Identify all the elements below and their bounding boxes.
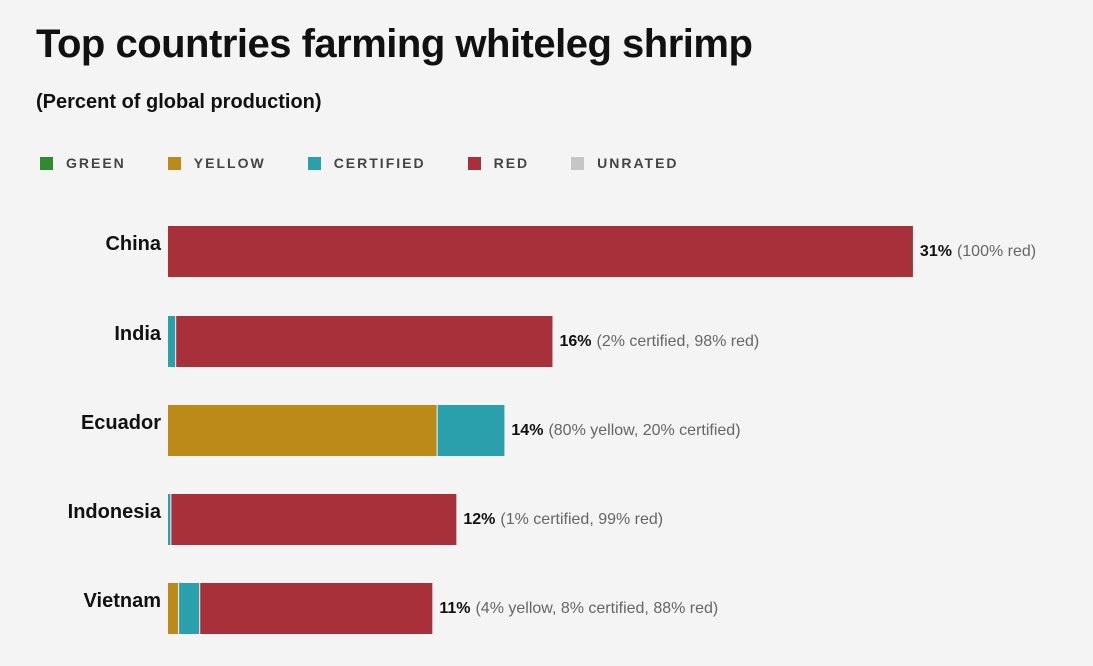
category-label-ecuador: Ecuador	[81, 412, 161, 434]
legend-label-yellow: YELLOW	[193, 155, 266, 171]
bar-segment-ecuador-certified	[437, 405, 505, 456]
detail-label-indonesia: (1% certified, 99% red)	[500, 511, 663, 528]
bar-segment-india-red	[175, 316, 553, 367]
bar-segment-vietnam-certified	[178, 583, 200, 634]
bar-row-indonesia: Indonesia 12% (1% certified, 99% red)	[68, 494, 663, 545]
total-label-china: 31%	[920, 243, 952, 260]
legend-label-unrated: UNRATED	[597, 155, 679, 171]
legend-swatch-unrated	[571, 156, 585, 170]
legend-label-red: RED	[493, 155, 530, 171]
legend-item-red: RED	[467, 155, 530, 171]
legend-item-certified: CERTIFIED	[307, 155, 426, 171]
category-label-china: China	[105, 233, 161, 255]
legend-label-green: GREEN	[66, 155, 126, 171]
detail-label-vietnam: (4% yellow, 8% certified, 88% red)	[475, 600, 718, 617]
bar-separator-india-0	[175, 316, 177, 367]
detail-label-ecuador: (80% yellow, 20% certified)	[548, 422, 740, 439]
value-label-ecuador: 14% (80% yellow, 20% certified)	[511, 422, 740, 439]
category-label-vietnam: Vietnam	[84, 590, 161, 612]
bar-row-vietnam: Vietnam 11% (4% yellow, 8% certified, 88% …	[84, 583, 718, 634]
chart-title: Top countries farming whiteleg shrimp	[36, 22, 753, 66]
legend-item-yellow: YELLOW	[167, 155, 266, 171]
category-label-india: India	[114, 323, 162, 345]
legend-item-green: GREEN	[40, 155, 126, 171]
bar-separator-vietnam-0	[178, 583, 180, 634]
bar-row-india: India 16% (2% certified, 98% red)	[114, 316, 759, 367]
total-label-ecuador: 14%	[511, 422, 543, 439]
legend-swatch-green	[40, 156, 53, 170]
value-label-vietnam: 11% (4% yellow, 8% certified, 88% red)	[439, 600, 718, 617]
legend-item-unrated: UNRATED	[571, 155, 678, 171]
legend-swatch-yellow	[167, 156, 181, 170]
bar-separator-ecuador-0	[436, 405, 438, 456]
legend-label-certified: CERTIFIED	[333, 155, 426, 171]
bar-row-china: China 31% (100% red)	[105, 226, 1036, 277]
chart-subtitle: (Percent of global production)	[36, 91, 322, 113]
category-label-indonesia: Indonesia	[68, 501, 162, 523]
legend-swatch-red	[467, 156, 481, 170]
legend-swatch-certified	[307, 156, 321, 170]
legend: GREEN YELLOW CERTIFIED RED UNRATED	[40, 155, 679, 171]
total-label-indonesia: 12%	[463, 511, 495, 528]
total-label-india: 16%	[559, 333, 591, 350]
bar-segment-indonesia-red	[170, 494, 457, 545]
bar-segment-vietnam-red	[199, 583, 433, 634]
bar-segment-china-red	[168, 226, 913, 277]
bar-segment-india-certified	[168, 316, 176, 367]
value-label-india: 16% (2% certified, 98% red)	[559, 333, 759, 350]
bar-segment-ecuador-yellow	[168, 405, 438, 456]
detail-label-india: (2% certified, 98% red)	[597, 333, 760, 350]
bar-separator-indonesia-0	[170, 494, 172, 545]
detail-label-china: (100% red)	[957, 243, 1036, 260]
bar-separator-vietnam-1	[199, 583, 201, 634]
bar-segment-vietnam-yellow	[168, 583, 179, 634]
value-label-indonesia: 12% (1% certified, 99% red)	[463, 511, 663, 528]
bar-row-ecuador: Ecuador 14% (80% yellow, 20% certified)	[81, 405, 741, 456]
bar-segment-indonesia-certified	[168, 494, 171, 545]
value-label-china: 31% (100% red)	[920, 243, 1036, 260]
total-label-vietnam: 11%	[439, 600, 470, 617]
